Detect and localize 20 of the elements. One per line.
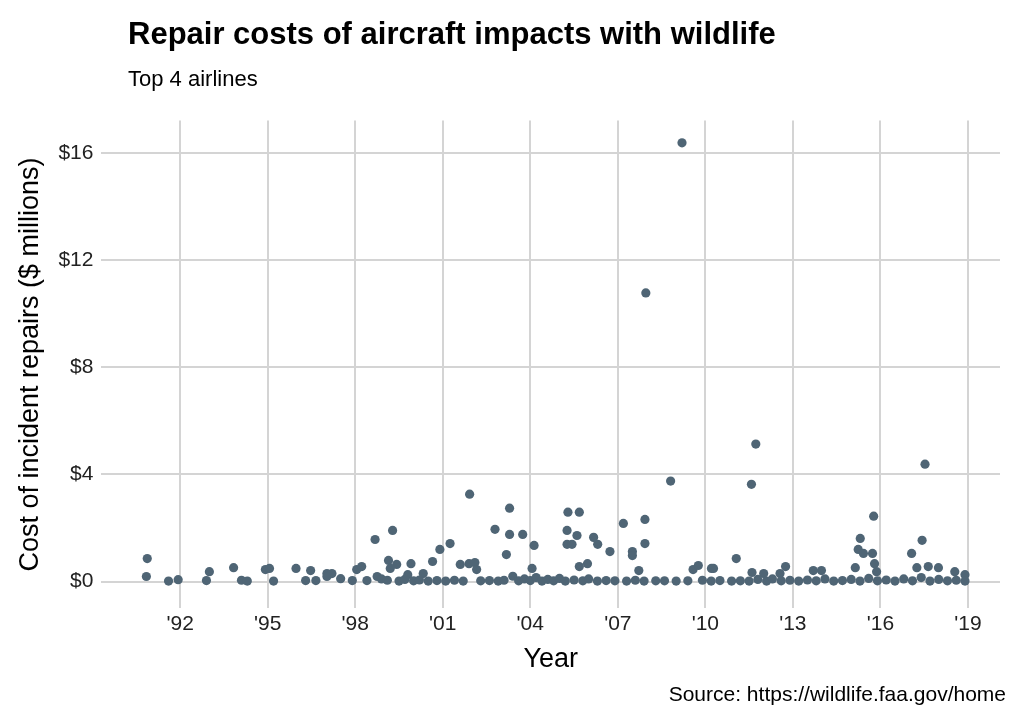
y-tick-label: $16 <box>58 139 94 163</box>
x-tick-label: '10 <box>691 610 720 634</box>
x-tick-label: '16 <box>866 610 895 634</box>
y-tick-label: $0 <box>70 568 94 592</box>
x-tick-label: '98 <box>341 610 369 634</box>
y-tick-label: $12 <box>58 246 94 270</box>
x-tick-label: '01 <box>429 610 457 634</box>
chart-subtitle: Top 4 airlines <box>128 66 258 92</box>
chart-title: Repair costs of aircraft impacts with wildlife <box>128 16 776 52</box>
y-tick-label: $4 <box>70 461 94 485</box>
x-tick-label: '07 <box>604 610 632 634</box>
x-tick-label: '04 <box>516 610 545 634</box>
x-axis-title: Year <box>523 643 578 674</box>
x-tick-label: '13 <box>779 610 807 634</box>
x-tick-label: '95 <box>254 610 282 634</box>
x-tick-label: '92 <box>166 610 194 634</box>
x-tick-label: '19 <box>954 610 982 634</box>
source-note: Source: https://wildlife.faa.gov/home <box>668 682 1006 706</box>
y-axis-title: Cost of incident repairs ($ millions) <box>13 157 44 572</box>
y-tick-label: $8 <box>70 353 94 377</box>
